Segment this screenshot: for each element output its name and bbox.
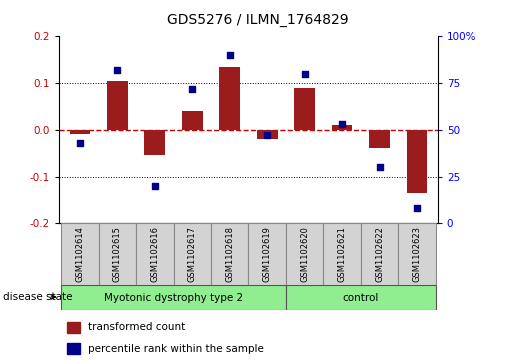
- Bar: [61, 223, 98, 285]
- Bar: [257, 130, 278, 139]
- Bar: [136, 223, 174, 285]
- Bar: [61, 285, 286, 310]
- Point: [301, 71, 309, 77]
- Point: [375, 164, 384, 170]
- Bar: [361, 223, 399, 285]
- Bar: [182, 111, 202, 130]
- Bar: [286, 285, 436, 310]
- Bar: [107, 81, 128, 130]
- Bar: [219, 67, 240, 130]
- Bar: [98, 223, 136, 285]
- Text: disease state: disease state: [3, 292, 72, 302]
- Bar: [295, 88, 315, 130]
- Bar: [323, 223, 361, 285]
- Text: GSM1102619: GSM1102619: [263, 226, 272, 282]
- Text: Myotonic dystrophy type 2: Myotonic dystrophy type 2: [104, 293, 243, 303]
- Bar: [399, 223, 436, 285]
- Text: transformed count: transformed count: [88, 322, 185, 332]
- Text: GSM1102615: GSM1102615: [113, 226, 122, 282]
- Bar: [145, 130, 165, 155]
- Bar: [369, 130, 390, 148]
- Text: GSM1102620: GSM1102620: [300, 226, 309, 282]
- Point: [338, 121, 346, 127]
- Point: [263, 132, 271, 138]
- Point: [226, 52, 234, 58]
- Text: GSM1102617: GSM1102617: [188, 226, 197, 282]
- Text: GSM1102618: GSM1102618: [225, 226, 234, 282]
- Bar: [211, 223, 248, 285]
- Text: GSM1102621: GSM1102621: [338, 226, 347, 282]
- Bar: [407, 130, 427, 193]
- Point: [413, 205, 421, 211]
- Text: GSM1102622: GSM1102622: [375, 226, 384, 282]
- Bar: [286, 223, 323, 285]
- Bar: [174, 223, 211, 285]
- Text: control: control: [343, 293, 379, 303]
- Bar: [248, 223, 286, 285]
- Text: GSM1102614: GSM1102614: [75, 226, 84, 282]
- Text: GDS5276 / ILMN_1764829: GDS5276 / ILMN_1764829: [167, 13, 348, 27]
- Bar: [70, 130, 90, 134]
- Bar: [67, 343, 80, 354]
- Point: [113, 67, 122, 73]
- Point: [151, 183, 159, 189]
- Bar: [332, 125, 352, 130]
- Point: [188, 86, 196, 91]
- Text: percentile rank within the sample: percentile rank within the sample: [88, 344, 264, 354]
- Text: GSM1102616: GSM1102616: [150, 226, 159, 282]
- Point: [76, 140, 84, 146]
- Text: GSM1102623: GSM1102623: [413, 226, 422, 282]
- Bar: [67, 322, 80, 333]
